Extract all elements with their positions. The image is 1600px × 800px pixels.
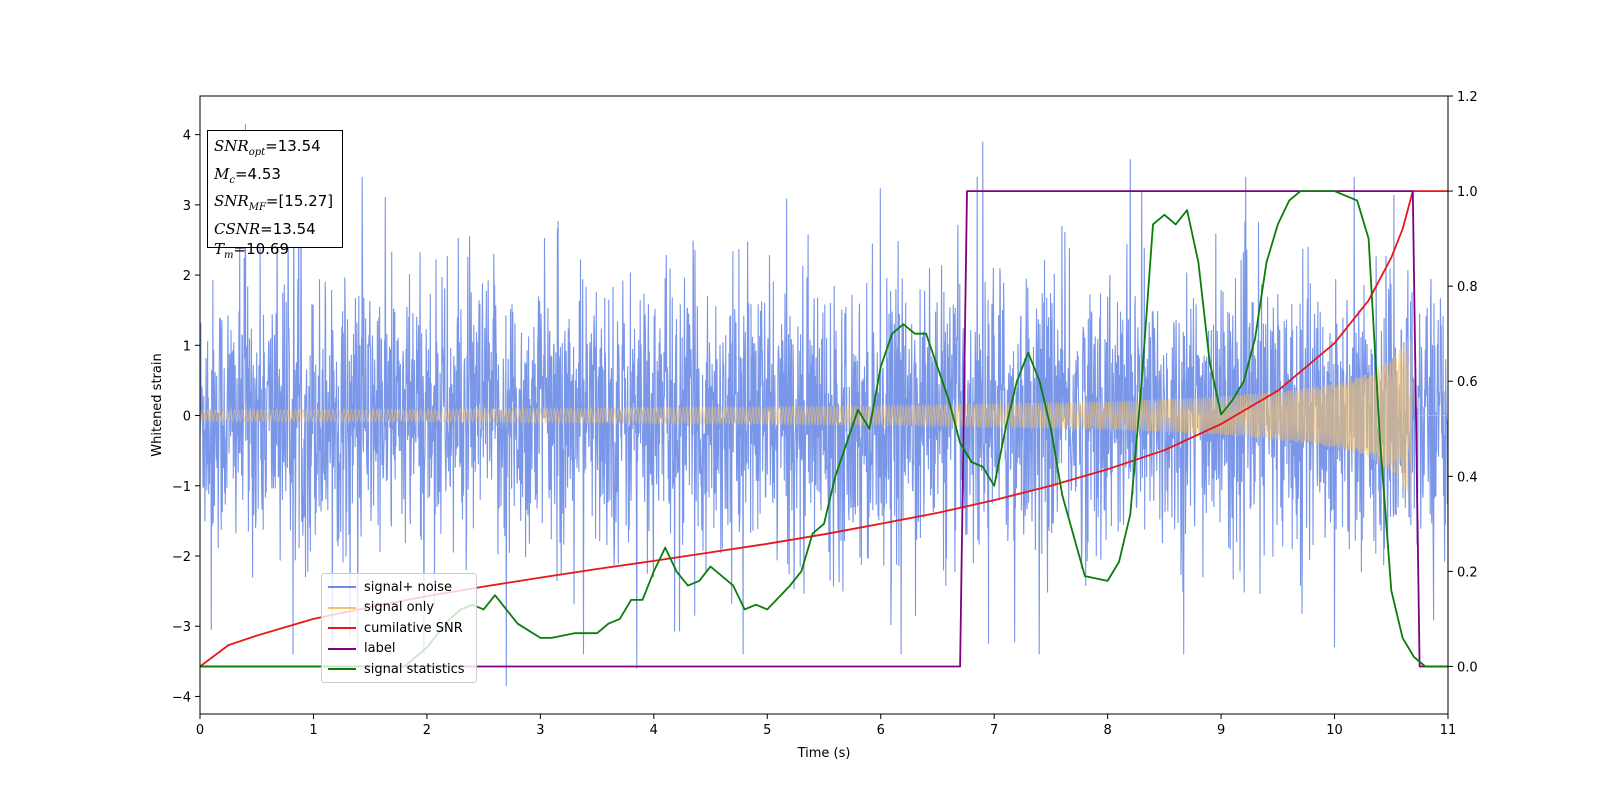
y-axis-left: −4 −3 −2 −1 0 1 2 3 4 bbox=[172, 129, 200, 705]
y-tick-label: −3 bbox=[172, 620, 191, 635]
y-right-tick-label: 1.0 bbox=[1457, 185, 1478, 200]
series-signal-statistics bbox=[200, 190, 1448, 668]
y-right-tick-label: 0.8 bbox=[1457, 280, 1478, 295]
csnr-value: =13.54 bbox=[260, 219, 316, 238]
series-signal-noise bbox=[200, 124, 1448, 686]
x-tick-label: 3 bbox=[536, 723, 544, 738]
x-tick-label: 10 bbox=[1326, 723, 1343, 738]
x-tick-label: 4 bbox=[650, 723, 658, 738]
x-tick-label: 9 bbox=[1217, 723, 1225, 738]
legend-swatch bbox=[328, 647, 356, 650]
tm-sub: m bbox=[224, 250, 234, 261]
y-tick-label: −2 bbox=[172, 550, 191, 565]
snr-opt-row: SNRopt=13.54 bbox=[214, 136, 336, 164]
tm-value: =10.69 bbox=[233, 240, 290, 258]
y-right-tick-label: 0.6 bbox=[1457, 375, 1478, 390]
tm-row: Tm=10.69 bbox=[214, 239, 336, 267]
legend-item-label: label bbox=[328, 639, 470, 660]
y-right-tick-label: 0.0 bbox=[1457, 660, 1478, 675]
legend-item-cumulative-snr: cumilative SNR bbox=[328, 618, 470, 639]
legend-item-signal-statistics: signal statistics bbox=[328, 659, 470, 680]
legend-swatch bbox=[328, 606, 356, 609]
y-tick-label: 3 bbox=[183, 199, 191, 214]
legend-label: cumilative SNR bbox=[364, 620, 463, 636]
legend-swatch bbox=[328, 586, 356, 589]
legend-swatch bbox=[328, 627, 356, 630]
x-tick-label: 2 bbox=[423, 723, 431, 738]
legend-label: signal only bbox=[364, 600, 435, 616]
legend-label: signal statistics bbox=[364, 661, 465, 677]
csnr-symbol: CSNR bbox=[214, 219, 261, 238]
legend: signal+ noise signal only cumilative SNR… bbox=[321, 573, 477, 683]
x-tick-label: 7 bbox=[990, 723, 998, 738]
mc-sub: c bbox=[229, 174, 235, 186]
y-tick-label: −1 bbox=[172, 480, 191, 495]
snr-mf-row: SNRMF=[15.27] bbox=[214, 191, 336, 219]
snr-mf-symbol: SNR bbox=[214, 192, 249, 210]
legend-item-signal-noise: signal+ noise bbox=[328, 577, 470, 598]
x-tick-label: 8 bbox=[1103, 723, 1111, 738]
mc-row: Mc=4.53 bbox=[214, 164, 336, 192]
metrics-box: SNRopt=13.54 Mc=4.53 SNRMF=[15.27] CSNR=… bbox=[207, 130, 343, 261]
snr-mf-value: =[15.27] bbox=[265, 192, 334, 210]
snr-opt-symbol: SNR bbox=[214, 137, 249, 155]
series-signal-only bbox=[200, 337, 1448, 503]
legend-label: signal+ noise bbox=[364, 579, 453, 595]
x-tick-label: 0 bbox=[196, 723, 204, 738]
y-axis-right: 0.0 0.2 0.4 0.6 0.8 1.0 1.2 bbox=[1448, 90, 1478, 675]
y-right-tick-label: 0.4 bbox=[1457, 470, 1478, 485]
y-tick-label: 2 bbox=[183, 269, 191, 284]
x-axis-label: Time (s) bbox=[797, 746, 851, 761]
snr-mf-sub: MF bbox=[248, 202, 266, 213]
plot-frame bbox=[199, 95, 1449, 715]
y-right-tick-label: 0.2 bbox=[1457, 565, 1478, 580]
snr-opt-sub: opt bbox=[248, 147, 266, 158]
y-tick-label: 0 bbox=[183, 410, 191, 425]
x-axis: 0 1 2 3 4 5 6 7 8 9 10 11 bbox=[196, 714, 1456, 738]
x-tick-label: 6 bbox=[877, 723, 885, 738]
snr-opt-value: =13.54 bbox=[265, 137, 321, 155]
x-tick-label: 5 bbox=[763, 723, 771, 738]
x-tick-label: 11 bbox=[1440, 723, 1457, 738]
legend-label: label bbox=[364, 641, 396, 657]
tm-symbol: T bbox=[214, 240, 225, 258]
legend-item-signal-only: signal only bbox=[328, 598, 470, 619]
x-tick-label: 1 bbox=[309, 723, 317, 738]
mc-value: =4.53 bbox=[234, 164, 281, 183]
legend-swatch bbox=[328, 668, 356, 671]
y-axis-label: Whitened strain bbox=[150, 353, 165, 456]
y-right-tick-label: 1.2 bbox=[1457, 90, 1478, 105]
y-tick-label: −4 bbox=[172, 690, 191, 705]
y-tick-label: 1 bbox=[183, 339, 191, 354]
csnr-row: CSNR=13.54 bbox=[214, 219, 336, 240]
y-tick-label: 4 bbox=[183, 129, 191, 144]
mc-symbol: M bbox=[214, 164, 230, 183]
